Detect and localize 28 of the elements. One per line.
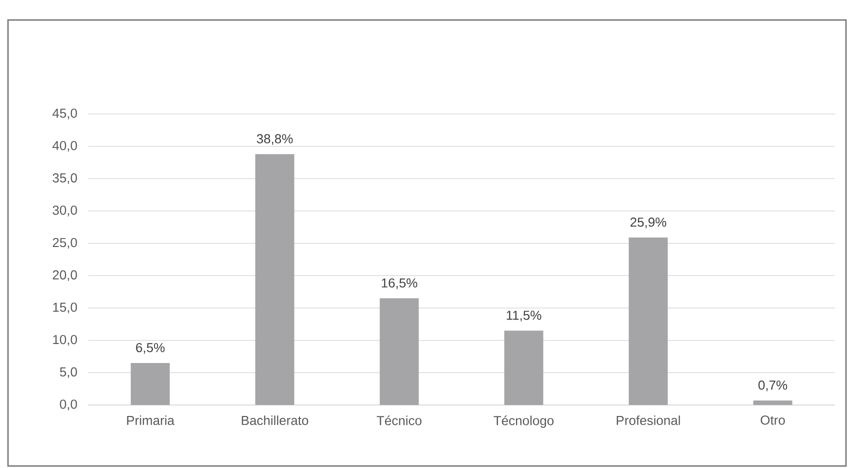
x-tick-label: Profesional	[616, 416, 680, 426]
x-tick-label: Bachillerato	[242, 416, 308, 426]
y-tick-label: 30,0	[52, 206, 77, 216]
y-tick-label: 40,0	[52, 140, 77, 152]
y-tick-label: 35,0	[52, 173, 77, 184]
bar	[753, 400, 792, 405]
data-label: 0,7%	[758, 380, 788, 392]
y-tick-label: 20,0	[52, 270, 77, 282]
data-label: 16,5%	[382, 278, 418, 290]
y-tick-label: 10,0	[53, 334, 77, 346]
y-tick-label: 0,0	[60, 400, 77, 410]
x-tick-label: Otro	[760, 416, 785, 425]
data-label: 11,5%	[506, 310, 542, 322]
bar	[628, 238, 668, 405]
data-label: 38,8%	[256, 134, 293, 145]
y-tick-label: 5,0	[60, 367, 77, 378]
y-tick-label: 15,0	[53, 302, 77, 314]
data-label: 6,5%	[136, 343, 165, 354]
x-tick-label: Técnico	[376, 416, 422, 426]
x-tick-label: Primaria	[127, 416, 174, 426]
y-tick-label: 45,0	[52, 108, 77, 120]
bar	[504, 330, 544, 405]
data-label: 25,9%	[630, 218, 666, 228]
x-tick-label: Técnologo	[494, 416, 554, 428]
bar	[380, 298, 419, 405]
bar	[130, 362, 170, 405]
y-tick-label: 25,0	[52, 238, 77, 249]
bar	[255, 154, 294, 405]
